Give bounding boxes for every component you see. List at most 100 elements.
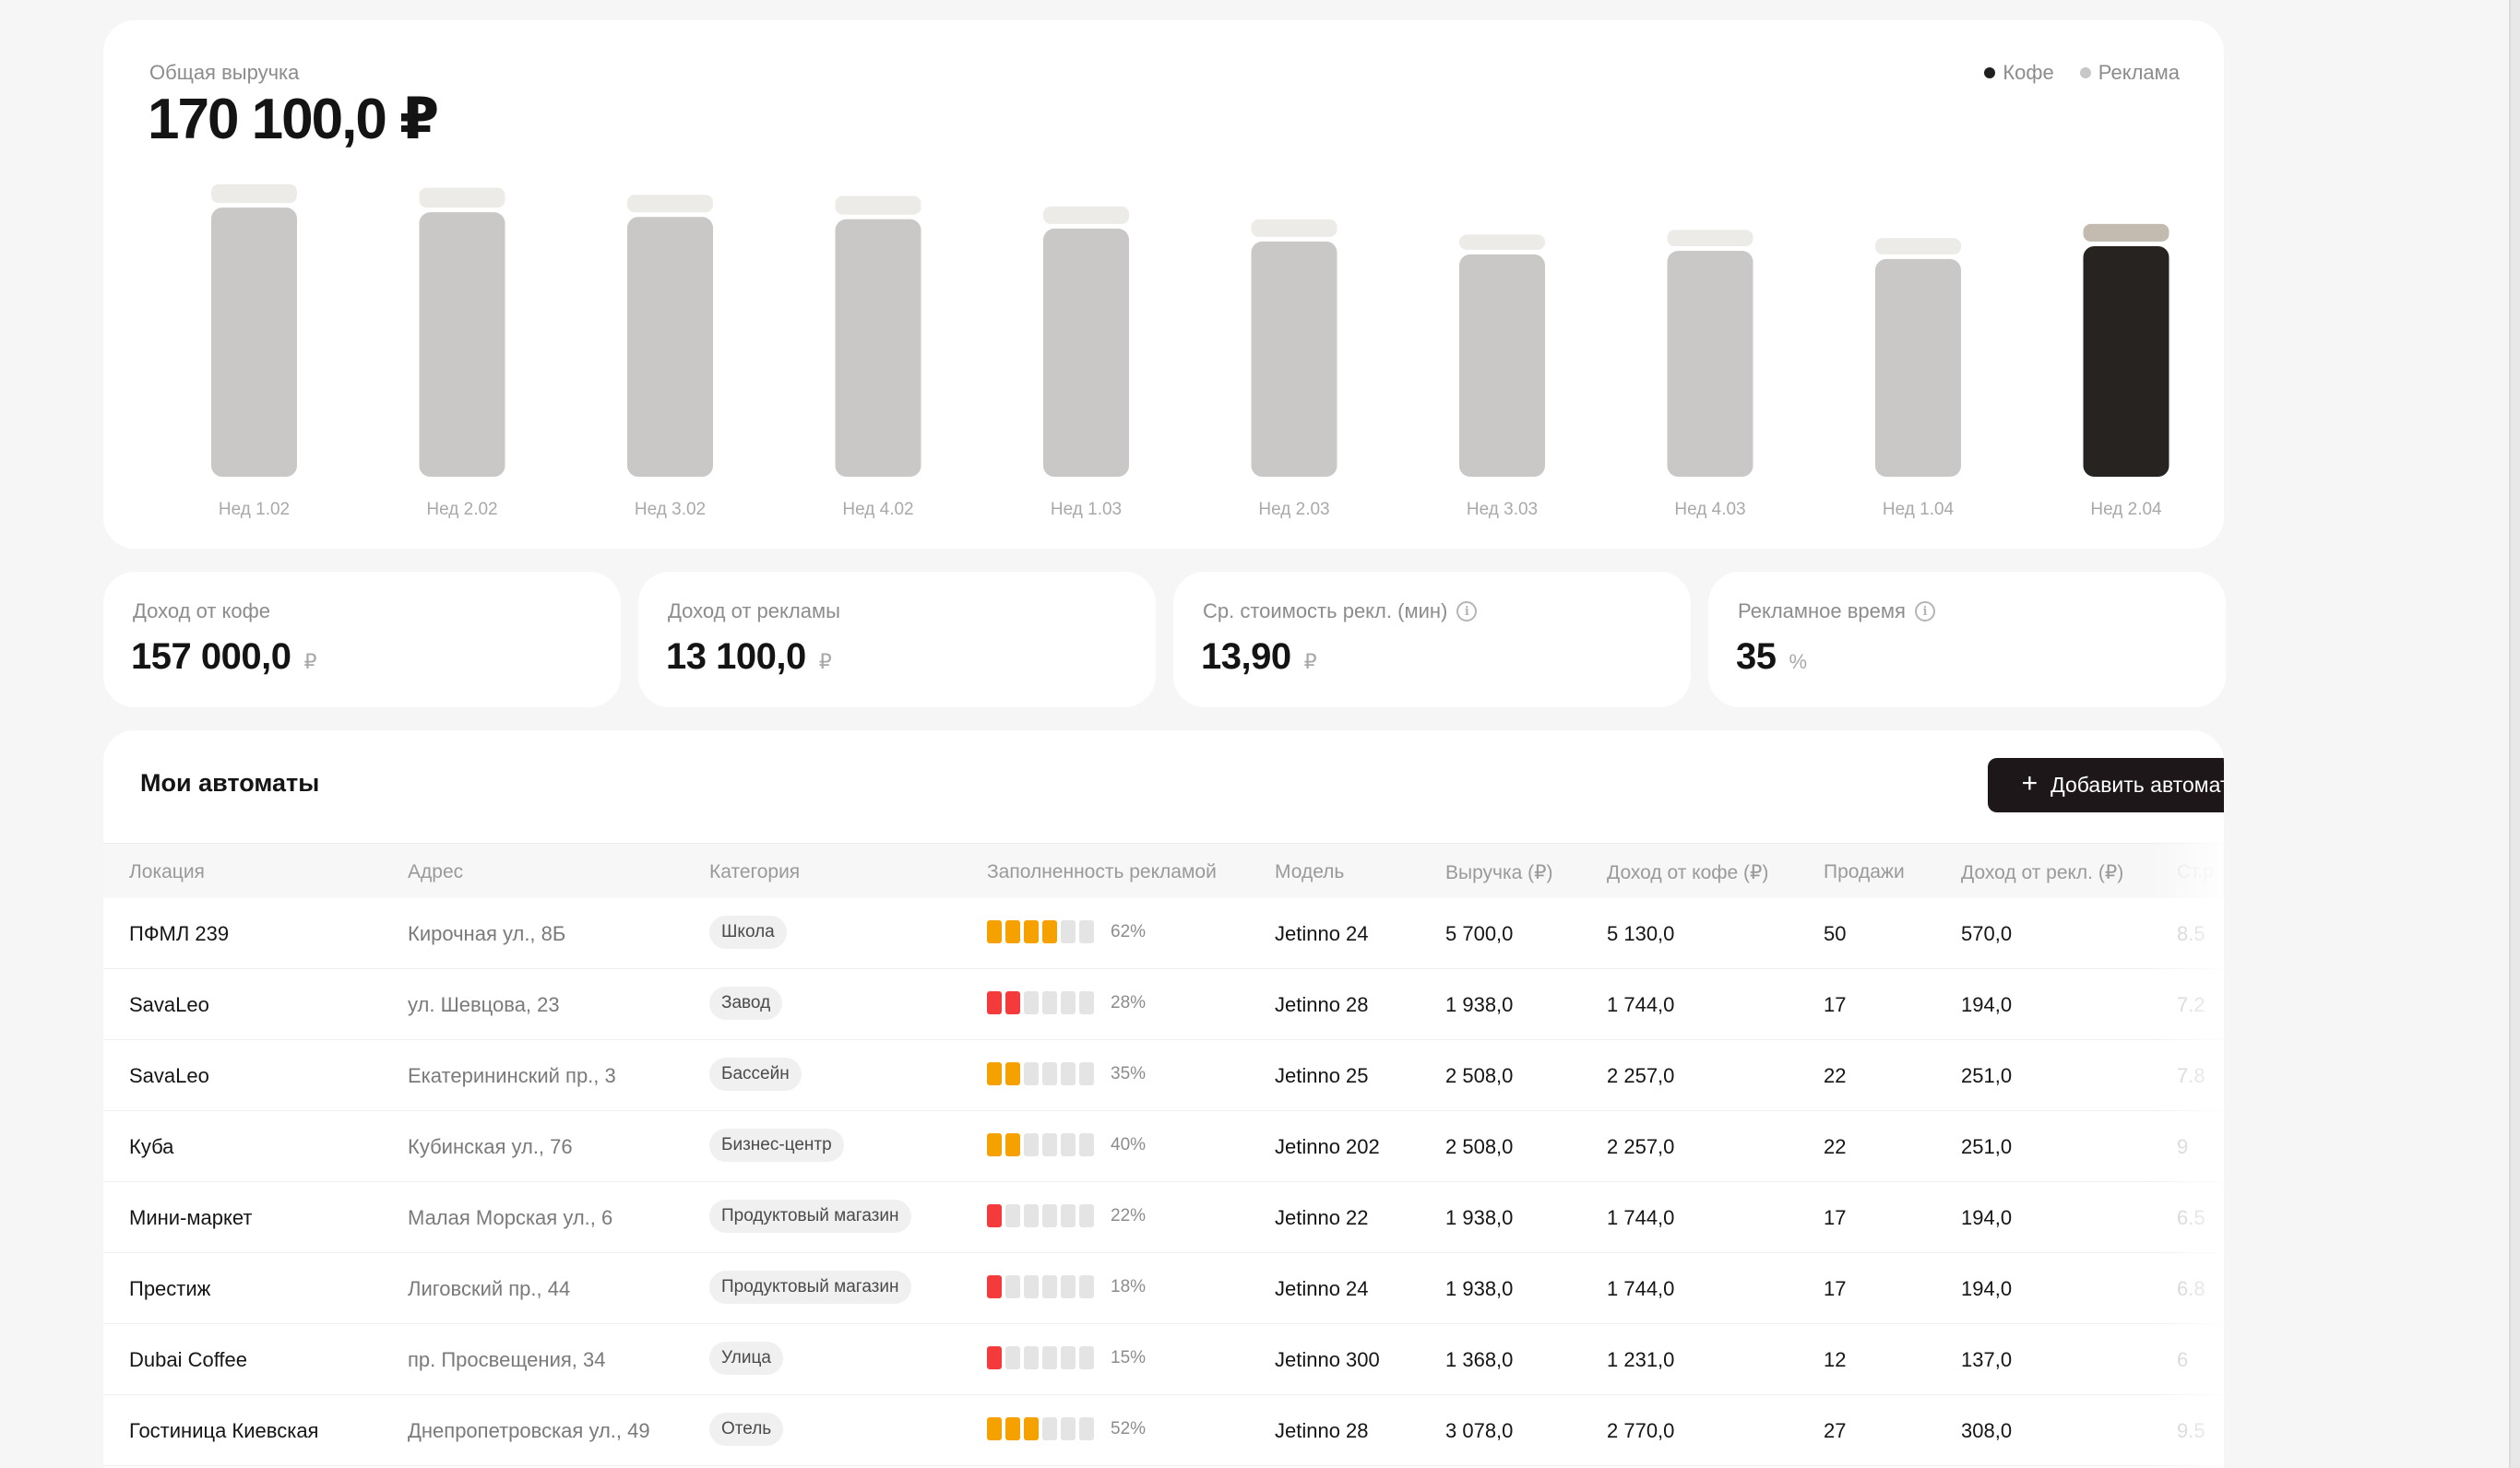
bar-ads[interactable] [419, 187, 505, 208]
table-row[interactable]: Престиж Лиговский пр., 44 Jetinno 24 1 938,… [103, 1253, 2224, 1324]
cell-sales: 17 [1824, 1277, 1847, 1300]
column-header-sales[interactable]: Продажи [1824, 861, 1905, 882]
cell-sales: 17 [1824, 993, 1847, 1016]
column-header-ads-income[interactable]: Доход от рекл. (₽) [1961, 862, 2124, 883]
ad-fill-meter: 15% [987, 1346, 1146, 1369]
column-header-ad-fill[interactable]: Заполненность рекламой [987, 861, 1217, 882]
scrollbar-track[interactable] [2509, 0, 2520, 1468]
machines-card: Мои автоматы + Добавить автомат Локация … [103, 730, 2224, 1468]
info-icon[interactable]: i [1914, 601, 1935, 622]
table-row[interactable]: Dubai Coffee пр. Просвещения, 34 Jetinno 3… [103, 1324, 2224, 1395]
cell-ads-income: 194,0 [1961, 993, 2013, 1016]
x-tick-label: Нед 3.02 [635, 500, 706, 519]
fill-segment [1042, 1346, 1057, 1369]
bar-ads[interactable] [1459, 234, 1545, 250]
cell-ads-income: 251,0 [1961, 1135, 2013, 1158]
table-row[interactable]: ПФМЛ 239 Кирочная ул., 8Б Jetinno 24 5 700,… [103, 898, 2224, 969]
fill-segment [1005, 920, 1020, 943]
legend-item-ads[interactable]: Реклама [2079, 61, 2180, 85]
revenue-total: 170 100,0 ₽ [148, 88, 439, 151]
bar-ads[interactable] [835, 195, 921, 215]
column-header-category[interactable]: Категория [709, 861, 801, 882]
revenue-label: Общая выручка [149, 61, 300, 84]
fill-percent: 28% [1111, 992, 1147, 1012]
fill-segment [1061, 991, 1076, 1014]
ad-fill-meter: 18% [987, 1275, 1146, 1298]
fill-percent: 35% [1111, 1063, 1147, 1083]
cell-model: Jetinno 300 [1275, 1348, 1380, 1371]
machines-title: Мои автоматы [140, 769, 320, 797]
cell-coffee-income: 1 744,0 [1607, 993, 1675, 1016]
column-header-model[interactable]: Модель [1275, 861, 1345, 882]
bar-ads[interactable] [1875, 238, 1961, 255]
fill-segment [1042, 1204, 1057, 1227]
cell-address: Малая Морская ул., 6 [408, 1206, 613, 1229]
bar-ads[interactable] [1251, 219, 1337, 237]
stat-label: Рекламное время [1738, 599, 1906, 622]
machines-table: Локация Адрес Категория Заполненность ре… [103, 843, 2224, 1466]
cell-model: Jetinno 22 [1275, 1206, 1369, 1229]
table-row[interactable]: SavaLeo ул. Шевцова, 23 Jetinno 28 1 938,0 1… [103, 969, 2224, 1040]
plus-icon: + [2021, 768, 2039, 799]
table-row[interactable]: SavaLeo Екатерининский пр., 3 Jetinno 25 2 … [103, 1040, 2224, 1111]
bar-coffee[interactable] [1459, 254, 1545, 477]
fill-segment [1079, 1346, 1094, 1369]
column-header-revenue[interactable]: Выручка (₽) [1445, 862, 1553, 883]
table-row[interactable]: Куба Кубинская ул., 76 Jetinno 202 2 508,0 2… [103, 1111, 2224, 1182]
column-header-extra[interactable]: Ст.р [2177, 861, 2214, 882]
bar-ads[interactable] [211, 184, 297, 204]
bar-coffee[interactable] [1043, 228, 1129, 477]
cell-extra: 7.2 [2177, 993, 2205, 1016]
bar-coffee[interactable] [835, 219, 921, 477]
cell-revenue: 1 938,0 [1445, 993, 1514, 1016]
table-row[interactable]: Гостиница Киевская Днепропетровская ул., … [103, 1395, 2224, 1466]
column-header-coffee-income[interactable]: Доход от кофе (₽) [1607, 862, 1769, 883]
cell-location: Гостиница Киевская [129, 1419, 319, 1442]
bar-coffee[interactable] [419, 212, 505, 477]
column-header-address[interactable]: Адрес [408, 861, 464, 882]
fill-segment [1042, 1275, 1057, 1298]
stat-value: 35 [1736, 636, 1777, 677]
column-header-location[interactable]: Локация [129, 861, 205, 882]
cell-revenue: 3 078,0 [1445, 1419, 1514, 1442]
cell-ads-income: 194,0 [1961, 1206, 2013, 1229]
info-icon[interactable]: i [1456, 601, 1478, 622]
bar-ads[interactable] [2083, 223, 2169, 242]
bar-coffee[interactable] [211, 207, 297, 478]
category-chip: Школа [709, 916, 787, 949]
fill-segment [1005, 1062, 1020, 1085]
legend-item-coffee[interactable]: Кофе [1984, 61, 2054, 85]
cell-address: Днепропетровская ул., 49 [408, 1419, 650, 1442]
cell-model: Jetinno 28 [1275, 1419, 1369, 1442]
stat-value: 13 100,0 [666, 636, 806, 677]
cell-extra: 9.5 [2177, 1419, 2205, 1442]
x-tick-label: Нед 1.03 [1051, 500, 1122, 519]
bar-ads[interactable] [1667, 230, 1753, 247]
fill-percent: 22% [1111, 1205, 1147, 1225]
bar-ads[interactable] [627, 195, 713, 213]
stat-card-avg-ad-cost: Ср. стоимость рекл. (мин) i 13,90 ₽ [1173, 572, 1691, 707]
fill-segment [1061, 920, 1076, 943]
table-body: ПФМЛ 239 Кирочная ул., 8Б Jetinno 24 5 700,… [103, 898, 2224, 1466]
add-machine-button[interactable]: + Добавить автомат [1988, 758, 2224, 812]
ad-fill-meter: 52% [987, 1417, 1146, 1440]
fill-segment [1079, 1204, 1094, 1227]
cell-location: Мини-маркет [129, 1206, 253, 1229]
cell-coffee-income: 2 770,0 [1607, 1419, 1675, 1442]
bar-coffee[interactable] [2083, 245, 2169, 477]
bar-ads[interactable] [1043, 206, 1129, 224]
stat-value-wrap: 35 % [1736, 636, 1807, 678]
stat-value-wrap: 13 100,0 ₽ [666, 636, 832, 678]
table-row[interactable]: Мини-маркет Малая Морская ул., 6 Jetinno 2… [103, 1182, 2224, 1253]
fill-segment [1005, 1275, 1020, 1298]
bar-coffee[interactable] [1251, 241, 1337, 477]
cell-sales: 22 [1824, 1135, 1847, 1158]
bar-coffee[interactable] [627, 217, 713, 477]
fill-segment [1079, 920, 1094, 943]
bar-coffee[interactable] [1875, 258, 1961, 477]
fill-segment [1024, 991, 1039, 1014]
bar-coffee[interactable] [1667, 251, 1753, 477]
chart-legend: Кофе Реклама [1984, 61, 2180, 85]
cell-location: Престиж [129, 1277, 211, 1300]
ad-fill-meter: 28% [987, 991, 1146, 1014]
